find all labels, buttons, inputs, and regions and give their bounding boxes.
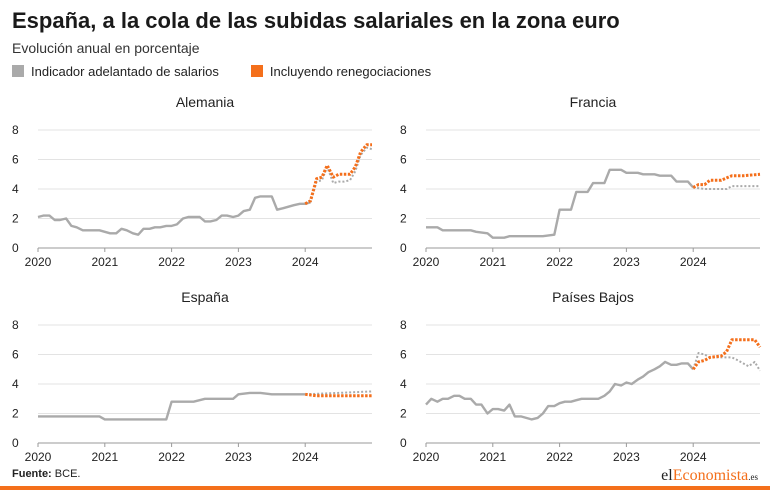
y-tick-label: 8 <box>400 318 407 332</box>
y-tick-label: 8 <box>400 123 407 137</box>
y-tick-label: 4 <box>400 377 407 391</box>
x-tick-label: 2024 <box>292 255 319 269</box>
y-tick-label: 6 <box>400 348 407 362</box>
bottom-accent-bar <box>0 486 770 490</box>
y-tick-label: 0 <box>12 241 19 255</box>
y-tick-label: 6 <box>12 153 19 167</box>
page-subtitle: Evolución anual en porcentaje <box>12 40 200 56</box>
y-tick-label: 8 <box>12 123 19 137</box>
y-tick-label: 2 <box>400 212 407 226</box>
source-label: Fuente: <box>12 468 52 480</box>
x-tick-label: 2020 <box>413 255 440 269</box>
series-line-renegotiations <box>304 143 372 206</box>
y-tick-label: 0 <box>400 436 407 450</box>
series-line-projection <box>305 390 373 396</box>
y-tick-label: 6 <box>12 348 19 362</box>
x-tick-label: 2024 <box>292 450 319 464</box>
x-tick-label: 2021 <box>91 450 118 464</box>
series-line-renegotiations <box>691 338 762 371</box>
y-tick-label: 8 <box>12 318 19 332</box>
x-tick-label: 2023 <box>613 255 640 269</box>
y-tick-label: 2 <box>12 407 19 421</box>
series-line-indicator <box>37 195 311 236</box>
y-tick-label: 0 <box>400 241 407 255</box>
x-tick-label: 2021 <box>479 255 506 269</box>
x-tick-label: 2022 <box>158 450 185 464</box>
x-tick-label: 2024 <box>680 255 707 269</box>
panel-title: España <box>181 289 229 305</box>
series-line-projection <box>309 146 373 203</box>
y-tick-label: 2 <box>400 407 407 421</box>
series-line-renegotiations <box>692 172 761 189</box>
brand-logo: elEconomista.es <box>661 467 758 484</box>
panel-title: Alemania <box>176 94 235 110</box>
series-line-indicator <box>426 168 695 239</box>
source-value: BCE. <box>54 468 81 480</box>
panel-title: Países Bajos <box>552 289 634 305</box>
legend-swatch-orange <box>250 65 263 77</box>
page-title: España, a la cola de las subidas salaria… <box>12 8 620 33</box>
series-line-projection <box>692 352 761 372</box>
y-tick-label: 0 <box>12 436 19 450</box>
series-line-indicator <box>425 360 695 421</box>
legend-label-renegotiations: Incluyendo renegociaciones <box>269 63 432 79</box>
legend: Indicador adelantado de salarios Incluye… <box>12 62 463 80</box>
legend-swatch-gray <box>12 65 24 77</box>
x-tick-label: 2024 <box>680 450 707 464</box>
x-tick-label: 2022 <box>546 450 573 464</box>
series-line-renegotiations <box>305 392 372 398</box>
x-tick-label: 2022 <box>158 255 185 269</box>
y-tick-label: 2 <box>12 212 19 226</box>
panel-title: Francia <box>570 94 617 110</box>
series-line-projection <box>693 185 760 190</box>
x-tick-label: 2023 <box>225 450 252 464</box>
y-tick-label: 4 <box>12 377 19 391</box>
x-tick-label: 2021 <box>91 255 118 269</box>
x-tick-label: 2020 <box>413 450 440 464</box>
y-tick-label: 6 <box>400 153 407 167</box>
x-tick-label: 2023 <box>225 255 252 269</box>
x-tick-label: 2022 <box>546 255 573 269</box>
y-tick-label: 4 <box>12 182 19 196</box>
y-tick-label: 4 <box>400 182 407 196</box>
x-tick-label: 2020 <box>25 255 52 269</box>
x-tick-label: 2023 <box>613 450 640 464</box>
source-note: Fuente: BCE. <box>12 468 80 480</box>
legend-item-indicator: Indicador adelantado de salarios <box>12 64 219 79</box>
x-tick-label: 2021 <box>479 450 506 464</box>
legend-item-renegotiations: Incluyendo renegociaciones <box>250 63 432 79</box>
x-tick-label: 2020 <box>25 450 52 464</box>
legend-label-indicator: Indicador adelantado de salarios <box>31 63 219 79</box>
series-line-indicator <box>38 391 306 421</box>
